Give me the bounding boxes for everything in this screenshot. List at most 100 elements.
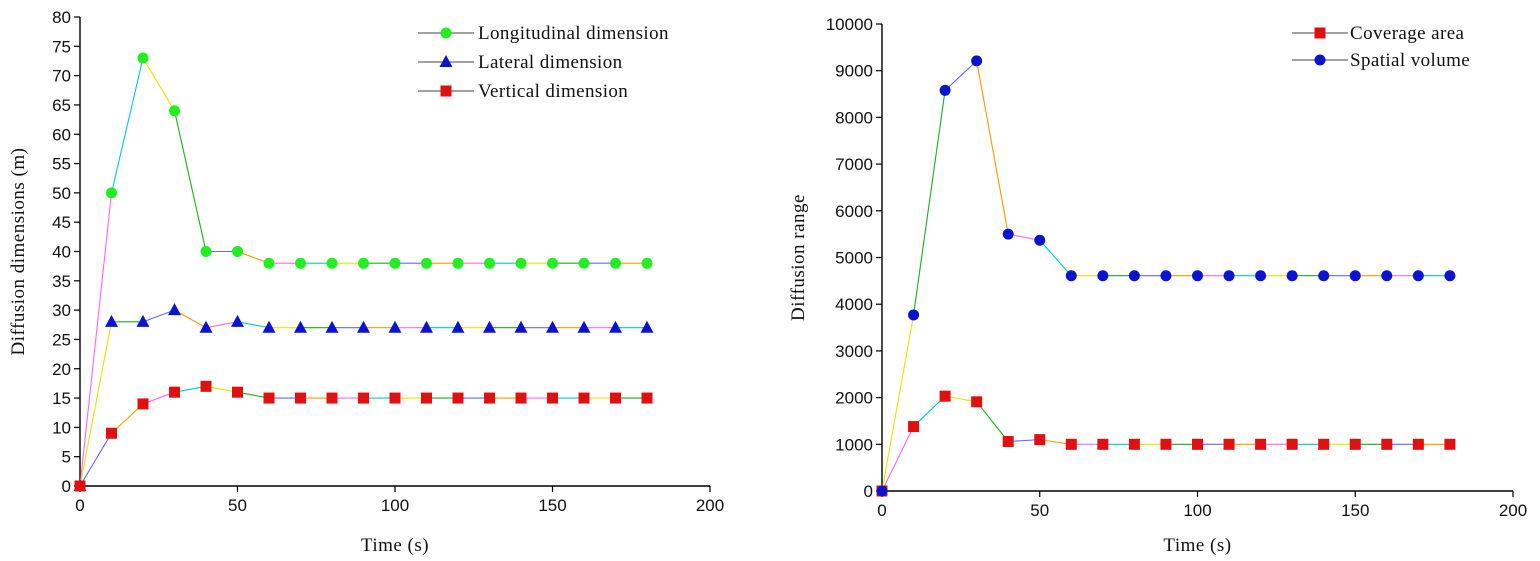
left-series-1-point [168, 303, 181, 316]
left-y-tick-label: 70 [52, 67, 71, 86]
right-series-1-point [1286, 270, 1298, 282]
left-series-2-point [169, 386, 180, 398]
right-series-1-point [1349, 270, 1361, 282]
right-y-tick-label: 3000 [835, 342, 873, 361]
left-y-tick-label: 15 [52, 389, 71, 408]
right-series-0-point [1349, 438, 1361, 450]
right-y-tick-label: 5000 [835, 249, 873, 268]
left-series-1-point [199, 320, 213, 333]
left-series-0-segment [237, 250, 270, 264]
right-series-1-point [1034, 234, 1046, 246]
right-series-0-point [971, 396, 983, 408]
left-series-1 [73, 303, 654, 491]
right-y-tick-label: 6000 [835, 202, 873, 221]
right-series-1-segment [976, 60, 1009, 235]
left-series-0 [74, 52, 653, 492]
left-series-2-point [484, 392, 495, 404]
right-series-1-segment [944, 60, 978, 91]
left-y-tick-label: 60 [52, 125, 71, 144]
left-series-2-point [200, 380, 212, 392]
left-series-1-point [105, 314, 118, 327]
left-x-tick-label: 200 [696, 496, 724, 515]
left-series-0-segment [110, 57, 144, 194]
right-series-0-point [939, 390, 951, 402]
left-y-tick-label: 0 [62, 477, 71, 496]
right-series-1-point [1097, 270, 1109, 282]
left-y-tick-label: 80 [52, 8, 71, 27]
left-legend-marker [439, 55, 453, 67]
right-y-axis-title: Diffusion range [788, 194, 809, 321]
right-x-tick-label: 0 [877, 501, 886, 520]
right-series-1-point [1128, 270, 1140, 282]
left-x-tick-label: 0 [75, 496, 84, 515]
left-legend-label: Vertical dimension [478, 81, 628, 102]
right-series-0-point [1002, 435, 1014, 447]
left-y-tick-label: 35 [52, 272, 71, 291]
left-series-0-point [169, 105, 180, 117]
left-series-1-point [609, 320, 622, 333]
right-series-0-segment [976, 401, 1009, 442]
right-series-0-segment [881, 426, 915, 492]
left-x-axis-title: Time (s) [361, 535, 429, 556]
right-series-1-point [908, 309, 920, 321]
left-series-2 [74, 380, 653, 492]
left-series-1-point [546, 320, 559, 333]
left-series-1-point [294, 320, 307, 333]
right-series-1-point [971, 55, 983, 67]
right-series-1 [876, 55, 1456, 497]
right-series-0-point [1223, 438, 1235, 450]
right-series-0-point [1128, 438, 1140, 450]
right-series-0-point [908, 421, 920, 433]
left-series-0-segment [173, 110, 207, 252]
right-legend-marker [1314, 27, 1326, 39]
left-legend-label: Lateral dimension [478, 52, 623, 73]
left-series-1-segment [237, 321, 270, 329]
left-series-1-point [577, 320, 591, 333]
left-series-0-point [578, 257, 590, 269]
left-series-2-point [389, 392, 401, 404]
left-series-0-point [389, 257, 401, 269]
right-series-0-point [1034, 434, 1046, 446]
right-y-tick-label: 7000 [835, 155, 873, 174]
left-series-0-segment [142, 57, 175, 112]
left-series-1-point [231, 314, 244, 327]
right-legend: Coverage area Spatial volume [1292, 23, 1470, 71]
right-series-1-point [1192, 270, 1203, 282]
right-series-0-point [1192, 438, 1203, 450]
left-y-tick-label: 10 [52, 418, 71, 437]
left-y-tick-label: 55 [52, 155, 71, 174]
left-y-tick-label: 5 [62, 448, 71, 467]
right-series-0-point [1160, 438, 1172, 450]
left-series-2-point [547, 392, 558, 404]
right-series-1-point [1444, 270, 1456, 282]
left-series-2-point [578, 392, 590, 404]
right-series-1-point [1318, 270, 1330, 282]
left-series-1-point [357, 320, 370, 333]
right-series-0-point [1381, 438, 1393, 450]
right-y-tick-label: 2000 [835, 389, 873, 408]
right-series-1-point [1065, 270, 1077, 282]
right-series-0 [876, 390, 1456, 497]
right-y-tick-label: 4000 [835, 295, 873, 314]
right-series-0-point [1065, 438, 1077, 450]
left-y-tick-label: 50 [52, 184, 71, 203]
left-y-tick-label: 20 [52, 360, 71, 379]
left-series-1-point [262, 320, 276, 333]
right-series-1-point [1412, 270, 1424, 282]
left-series-1-point [388, 320, 402, 333]
left-series-0-point [200, 246, 212, 257]
right-series-1-point [1160, 270, 1172, 282]
right-series-1-segment [881, 314, 915, 492]
left-series-1-point [451, 320, 465, 333]
left-x-tick-label: 50 [228, 496, 247, 515]
right-series-0-point [1444, 438, 1456, 450]
right-series-1-point [1255, 270, 1267, 282]
right-series-0-point [1097, 438, 1109, 450]
left-series-1-point [325, 320, 339, 333]
right-legend-label: Coverage area [1350, 23, 1465, 44]
left-series-1-point [136, 314, 150, 327]
right-series-1-point [1002, 228, 1014, 240]
left-series-0-point [641, 257, 653, 269]
right-y-tick-label: 9000 [835, 62, 873, 81]
